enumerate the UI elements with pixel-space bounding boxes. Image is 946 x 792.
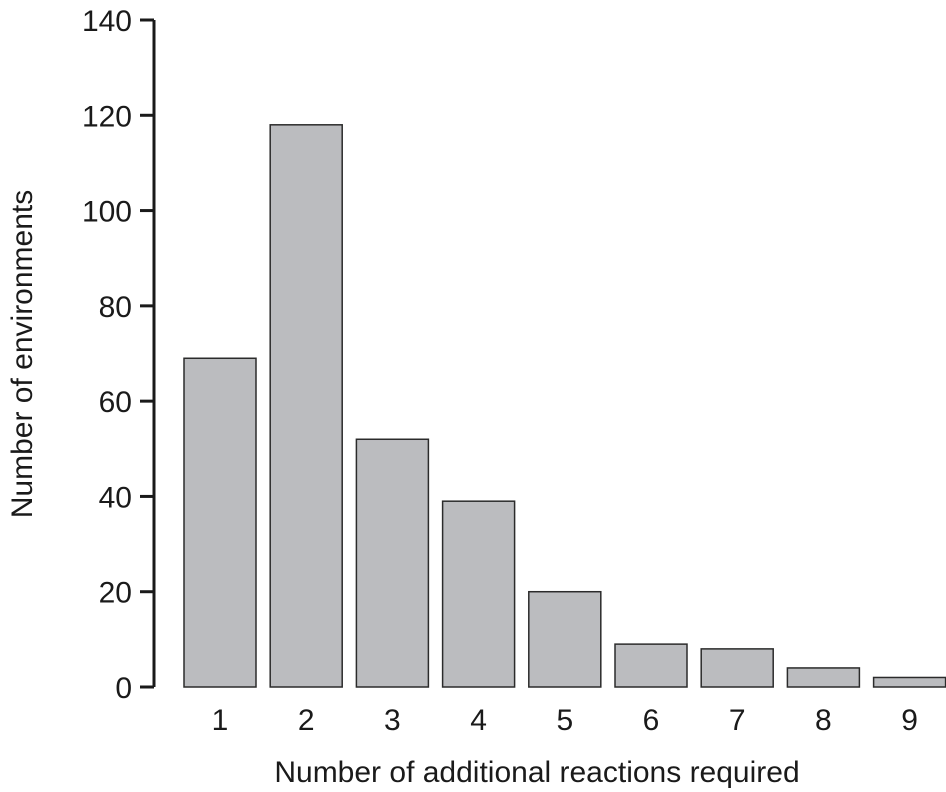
- y-axis-title: Number of environments: [6, 190, 39, 518]
- y-tick-label: 120: [82, 100, 132, 133]
- y-tick-label: 60: [99, 386, 132, 419]
- y-ticks-layer: 0 20 40 60 80 100 120 140: [82, 5, 154, 705]
- bar-2: [269, 124, 343, 688]
- x-axis-title: Number of additional reactions required: [274, 756, 799, 789]
- bar-5: [528, 590, 602, 688]
- y-tick-label: 140: [82, 5, 132, 38]
- bars-layer: [183, 124, 946, 688]
- bar-9: [872, 676, 946, 688]
- x-tick-label: 3: [384, 704, 401, 737]
- bar-6: [614, 643, 688, 688]
- x-tick-label: 8: [815, 704, 832, 737]
- x-tick-label: 9: [901, 704, 918, 737]
- x-tick-label: 1: [212, 704, 229, 737]
- bar-4: [441, 500, 516, 688]
- y-tick-label: 100: [82, 196, 132, 229]
- y-tick-label: 0: [115, 672, 132, 705]
- y-tick-label: 20: [99, 577, 132, 610]
- x-tick-label: 4: [470, 704, 487, 737]
- bar-8: [786, 667, 861, 688]
- x-tick-label: 2: [298, 704, 315, 737]
- x-tick-label: 5: [556, 704, 573, 737]
- x-tick-label: 6: [643, 704, 660, 737]
- y-tick-label: 80: [99, 291, 132, 324]
- bar-3: [355, 438, 430, 688]
- bar-7: [700, 648, 774, 688]
- x-tick-label: 7: [729, 704, 746, 737]
- bar-1: [183, 357, 257, 688]
- x-ticks-layer: 1 2 3 4 5 6 7 8 9: [212, 704, 918, 737]
- y-tick-label: 40: [99, 481, 132, 514]
